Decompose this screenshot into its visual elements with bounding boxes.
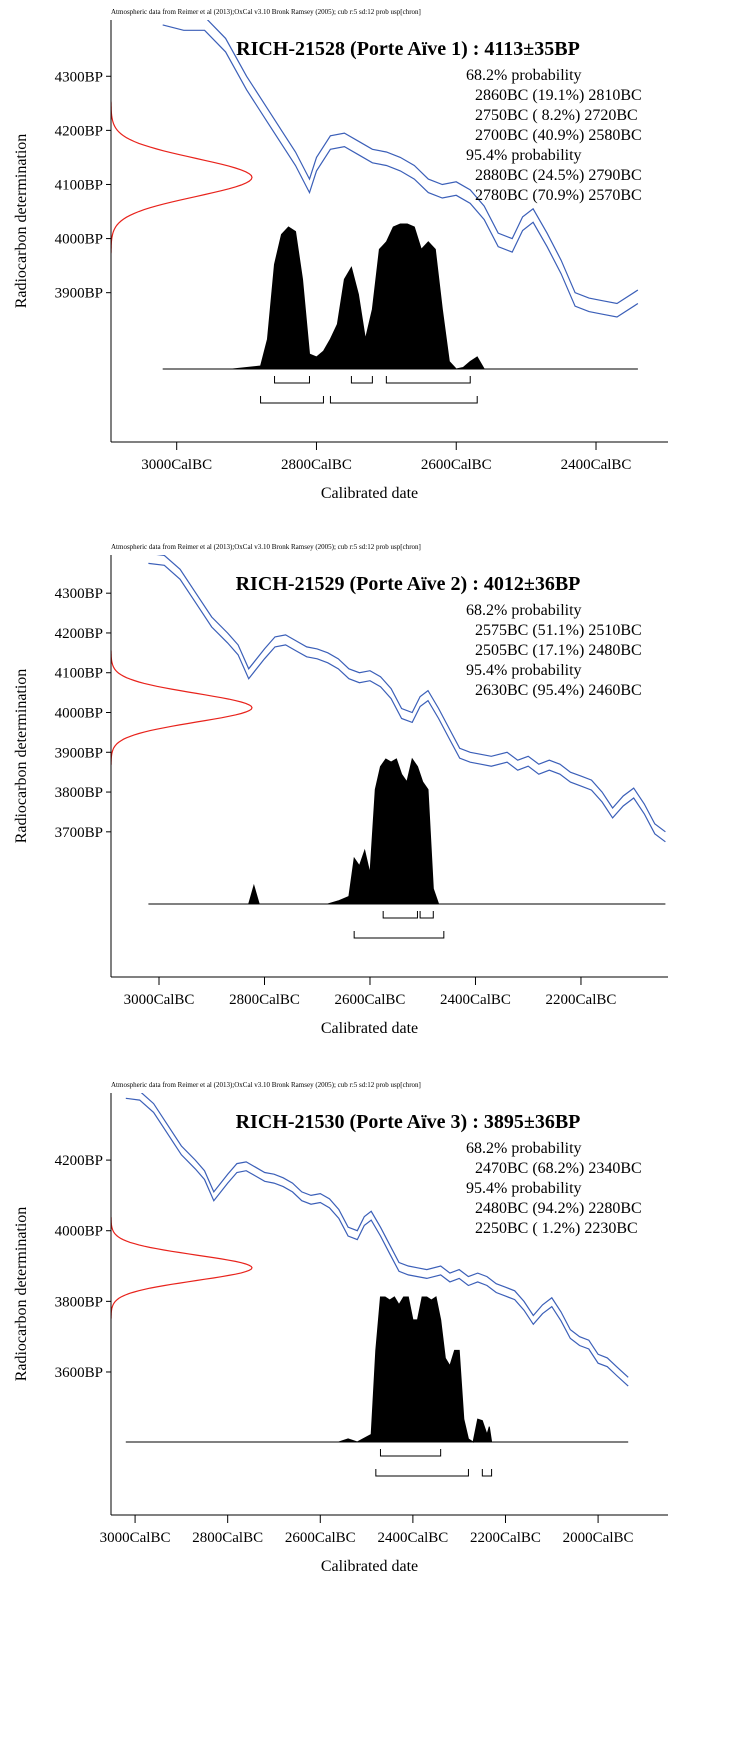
calibration-curve [148, 562, 666, 843]
y-tick-label: 4200BP [55, 626, 103, 642]
range-heading: 68.2% probability [466, 1140, 582, 1157]
x-tick-label: 2400CalBC [440, 992, 511, 1008]
y-tick-label: 4100BP [55, 177, 103, 193]
x-tick-label: 3000CalBC [100, 1530, 171, 1546]
x-tick-label: 2600CalBC [421, 457, 492, 473]
y-tick-label: 4200BP [55, 1153, 103, 1169]
range-heading: 95.4% probability [466, 662, 582, 679]
y-tick-label: 4000BP [55, 232, 103, 248]
y-tick-label: 3700BP [55, 825, 103, 841]
x-tick-label: 2000CalBC [563, 1530, 634, 1546]
y-tick-label: 3800BP [55, 785, 103, 801]
range-text: 2780BC (70.9%) 2570BC [475, 187, 642, 204]
range-heading: 95.4% probability [466, 1180, 582, 1197]
range-text: 2505BC (17.1%) 2480BC [475, 642, 642, 659]
y-tick-label: 4300BP [55, 69, 103, 85]
chart-title: RICH-21528 (Porte Aïve 1) : 4113±35BP [236, 38, 580, 60]
range-text: 2700BC (40.9%) 2580BC [475, 127, 642, 144]
note: Atmospheric data from Reimer et al (2013… [111, 543, 421, 551]
range-bracket [375, 1469, 469, 1477]
range-heading: 68.2% probability [466, 602, 582, 619]
chart-panel: Atmospheric data from Reimer et al (2013… [13, 1081, 668, 1575]
probability-distribution [162, 223, 638, 370]
y-tick-label: 3900BP [55, 745, 103, 761]
chart-panel: Atmospheric data from Reimer et al (2013… [13, 543, 668, 1037]
x-tick-label: 2800CalBC [281, 457, 352, 473]
y-tick-label: 4100BP [55, 666, 103, 682]
plot-area [111, 1093, 629, 1443]
y-tick-label: 4000BP [55, 1224, 103, 1240]
calibration-curve [156, 555, 666, 833]
probability-distribution [148, 757, 666, 905]
range-text: 2750BC ( 8.2%) 2720BC [475, 107, 638, 124]
y-tick-label: 4200BP [55, 123, 103, 139]
x-tick-label: 2200CalBC [546, 992, 617, 1008]
x-tick-label: 3000CalBC [124, 992, 195, 1008]
y-tick-label: 4000BP [55, 706, 103, 722]
calibration-curve [140, 1093, 629, 1378]
chart-title: RICH-21530 (Porte Aïve 3) : 3895±36BP [236, 1111, 581, 1133]
x-tick-label: 3000CalBC [141, 457, 212, 473]
range-text: 2630BC (95.4%) 2460BC [475, 682, 642, 699]
range-text: 2575BC (51.1%) 2510BC [475, 622, 642, 639]
range-text: 2470BC (68.2%) 2340BC [475, 1160, 642, 1177]
range-bracket [350, 376, 373, 384]
range-bracket [481, 1469, 493, 1477]
x-tick-label: 2200CalBC [470, 1530, 541, 1546]
range-bracket [329, 396, 478, 404]
range-text: 2880BC (24.5%) 2790BC [475, 167, 642, 184]
range-bracket [379, 1449, 442, 1457]
probability-distribution [125, 1296, 629, 1443]
range-text: 2250BC ( 1.2%) 2230BC [475, 1220, 638, 1237]
range-heading: 95.4% probability [466, 147, 582, 164]
range-bracket [385, 376, 471, 384]
plot-area [111, 20, 639, 370]
range-bracket [382, 911, 418, 919]
range-bracket [274, 376, 310, 384]
chart-title: RICH-21529 (Porte Aïve 2) : 4012±36BP [236, 573, 581, 595]
range-bracket [353, 931, 445, 939]
y-tick-label: 3800BP [55, 1294, 103, 1310]
plot-area [111, 555, 666, 905]
measurement-curve [111, 650, 253, 766]
calibration-curve [125, 1097, 629, 1387]
calibration-curve [162, 24, 639, 318]
y-axis-label: Radiocarbon determination [13, 134, 30, 309]
x-tick-label: 2800CalBC [229, 992, 300, 1008]
x-tick-label: 2400CalBC [377, 1530, 448, 1546]
y-tick-label: 3600BP [55, 1365, 103, 1381]
y-axis-label: Radiocarbon determination [13, 1207, 30, 1382]
x-tick-label: 2600CalBC [335, 992, 406, 1008]
note: Atmospheric data from Reimer et al (2013… [111, 1081, 421, 1089]
range-bracket [419, 911, 434, 919]
y-tick-label: 3900BP [55, 286, 103, 302]
calibration-curve [206, 20, 639, 305]
chart-panel: Atmospheric data from Reimer et al (2013… [13, 8, 668, 502]
range-text: 2480BC (94.2%) 2280BC [475, 1200, 642, 1217]
x-axis-label: Calibrated date [321, 1558, 418, 1575]
x-tick-label: 2600CalBC [285, 1530, 356, 1546]
range-bracket [260, 396, 324, 404]
range-heading: 68.2% probability [466, 67, 582, 84]
x-tick-label: 2400CalBC [561, 457, 632, 473]
range-text: 2860BC (19.1%) 2810BC [475, 87, 642, 104]
y-tick-label: 4300BP [55, 586, 103, 602]
y-axis-label: Radiocarbon determination [13, 669, 30, 844]
x-tick-label: 2800CalBC [192, 1530, 263, 1546]
measurement-curve [111, 1216, 253, 1319]
note: Atmospheric data from Reimer et al (2013… [111, 8, 421, 16]
measurement-curve [111, 101, 253, 254]
x-axis-label: Calibrated date [321, 1020, 418, 1037]
x-axis-label: Calibrated date [321, 485, 418, 502]
